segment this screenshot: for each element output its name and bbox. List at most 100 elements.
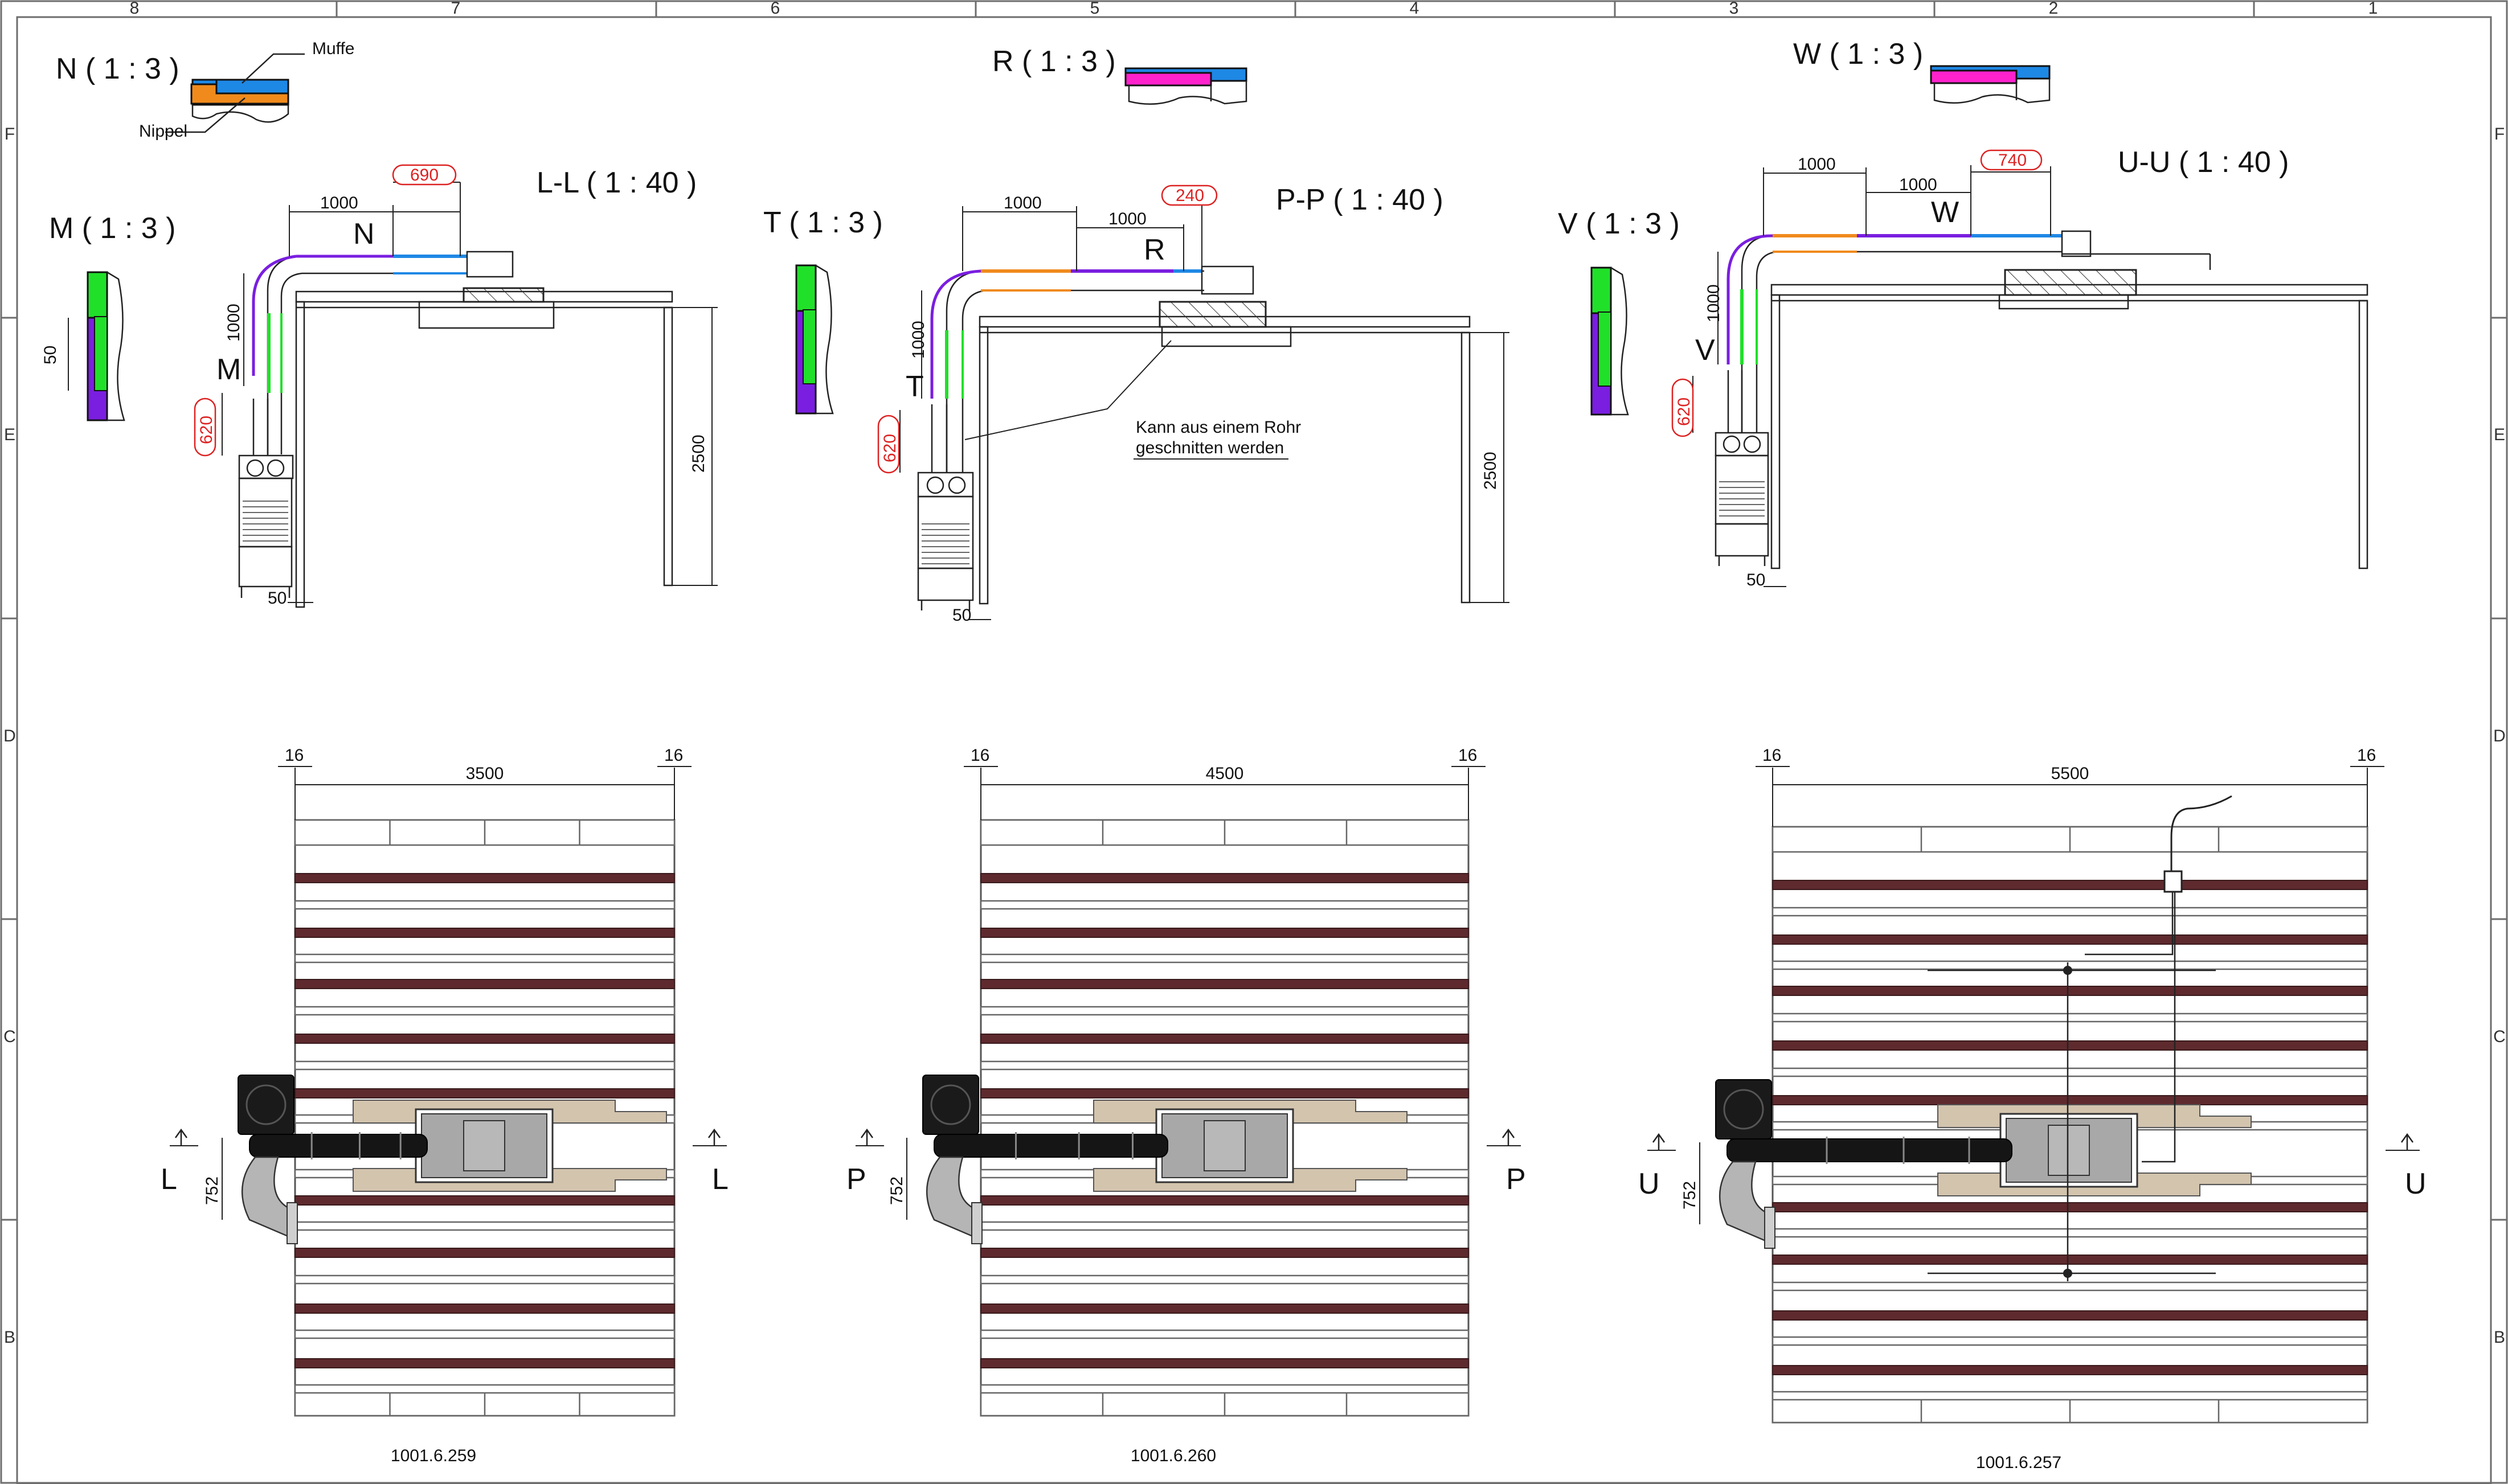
section-p-dim-1000-a: 1000 — [1004, 194, 1042, 212]
plan-view: 5500 16 16 752 U U 1001.6.257 — [1638, 746, 2427, 1472]
section-p-dim-1000-b: 1000 — [1108, 210, 1147, 228]
plan-beam — [980, 1088, 1469, 1098]
plan-beam — [294, 873, 675, 883]
plan-beam — [294, 1034, 675, 1044]
plan-board — [294, 1329, 676, 1339]
plan-beam — [294, 1248, 675, 1258]
section-l-dim-1000: 1000 — [320, 194, 358, 212]
section-p-label-r: R — [1144, 233, 1165, 267]
plan-width-dim: 3500 — [466, 764, 504, 783]
section-l-dim-690: 690 — [410, 166, 439, 185]
plan-beam — [980, 1358, 1469, 1368]
plan-board — [294, 1221, 676, 1231]
detail-m-title: M ( 1 : 3 ) — [49, 212, 175, 245]
section-u-title: U-U ( 1 : 40 ) — [2118, 146, 2289, 179]
plan-edge-right-dim: 16 — [664, 746, 683, 765]
detail-v: V ( 1 : 3 ) — [1558, 207, 1680, 416]
plan-beam — [980, 1248, 1469, 1258]
detail-v-title: V ( 1 : 3 ) — [1558, 207, 1680, 240]
plan-board — [294, 1274, 676, 1285]
plan-beam — [980, 873, 1469, 883]
plan-beam — [1772, 1255, 2368, 1265]
section-u-dim-1000-vert: 1000 — [1704, 284, 1723, 322]
plan-u-cable — [1928, 795, 2232, 1281]
plan-fan-unit — [922, 1075, 979, 1135]
plan-elbow — [926, 1156, 975, 1238]
section-u-dim-740: 740 — [1998, 151, 2027, 170]
detail-n-nippel-label: Nippel — [139, 122, 187, 141]
plan-beam — [294, 928, 675, 938]
section-u-label-w: W — [1931, 196, 1959, 229]
plan-offset-dim: 752 — [887, 1176, 906, 1205]
plan-cut-left: P — [846, 1163, 866, 1196]
plan-beam — [980, 1034, 1469, 1044]
plan-elbow — [1719, 1161, 1768, 1243]
plan-cut-left: L — [161, 1163, 177, 1196]
plan-beam — [1772, 1365, 2368, 1375]
column-label: 6 — [771, 0, 780, 18]
section-u-dim-1000-b: 1000 — [1899, 175, 1937, 194]
plan-beam — [294, 1358, 675, 1368]
plan-board — [1771, 1391, 2368, 1401]
detail-w-title: W ( 1 : 3 ) — [1793, 38, 1923, 71]
row-labels: F E D C B F E D C B — [3, 125, 2506, 1347]
plan-beam — [294, 979, 675, 989]
plan-board — [1771, 907, 2368, 917]
plan-board — [980, 953, 1470, 964]
section-u-dim-50: 50 — [1746, 571, 1765, 589]
detail-n-title: N ( 1 : 3 ) — [56, 52, 179, 85]
plan-drawing-number: 1001.6.259 — [391, 1446, 476, 1465]
row-label-right: D — [2493, 727, 2506, 745]
plan-view: 4500 16 16 752 P P 1001.6.260 — [846, 746, 1526, 1465]
detail-r-title: R ( 1 : 3 ) — [992, 45, 1116, 78]
plan-fan-unit — [1715, 1079, 1772, 1139]
plan-board — [294, 1060, 676, 1071]
plan-board — [980, 900, 1470, 910]
plan-board — [294, 1006, 676, 1016]
column-label: 4 — [1410, 0, 1419, 18]
detail-m: M ( 1 : 3 ) 50 — [41, 212, 175, 421]
row-label-right: F — [2494, 125, 2505, 144]
column-label: 1 — [2368, 0, 2378, 18]
column-label: 2 — [2049, 0, 2059, 18]
row-label-left: B — [4, 1328, 15, 1347]
column-label: 8 — [130, 0, 140, 18]
section-p-label-t: T — [906, 370, 924, 403]
plan-beam — [980, 928, 1469, 938]
plan-beam — [1772, 934, 2368, 945]
column-labels: 8 7 6 5 4 3 2 1 — [130, 0, 2378, 18]
plan-cut-right: L — [712, 1163, 729, 1196]
section-p-title: P-P ( 1 : 40 ) — [1276, 183, 1443, 216]
plan-board — [980, 1329, 1470, 1339]
section-p-dim-620: 620 — [881, 434, 899, 462]
section-u-label-v: V — [1695, 334, 1715, 367]
row-label-left: D — [3, 727, 16, 745]
section-l-title: L-L ( 1 : 40 ) — [537, 166, 697, 199]
row-label-right: B — [2494, 1328, 2505, 1347]
plan-board — [294, 900, 676, 910]
section-l-l: L-L ( 1 : 40 ) — [194, 164, 718, 608]
section-p-note-line-1: Kann aus einem Rohr — [1136, 418, 1301, 437]
plan-board — [980, 1274, 1470, 1285]
section-l-dim-620: 620 — [197, 416, 216, 444]
plan-board — [1771, 1012, 2368, 1023]
detail-n-muffe-label: Muffe — [312, 39, 355, 58]
section-l-dim-2500: 2500 — [689, 434, 708, 473]
plan-fan-unit — [238, 1075, 294, 1135]
plan-cut-right: U — [2405, 1167, 2427, 1200]
section-p-note-line-2: geschnitten werden — [1136, 438, 1284, 457]
section-p-dim-240: 240 — [1176, 186, 1204, 205]
plan-beam — [1772, 1095, 2368, 1105]
column-label: 3 — [1729, 0, 1739, 18]
plan-beam — [980, 1303, 1469, 1314]
plan-beam — [1772, 986, 2368, 996]
detail-w: W ( 1 : 3 ) — [1793, 38, 2051, 104]
column-label: 5 — [1090, 0, 1100, 18]
plan-elbow — [241, 1156, 291, 1238]
plan-board — [980, 1006, 1470, 1016]
plan-beam — [1772, 1040, 2368, 1051]
plan-board — [980, 1221, 1470, 1231]
plan-beam — [1772, 1202, 2368, 1212]
plan-board — [1771, 1067, 2368, 1077]
